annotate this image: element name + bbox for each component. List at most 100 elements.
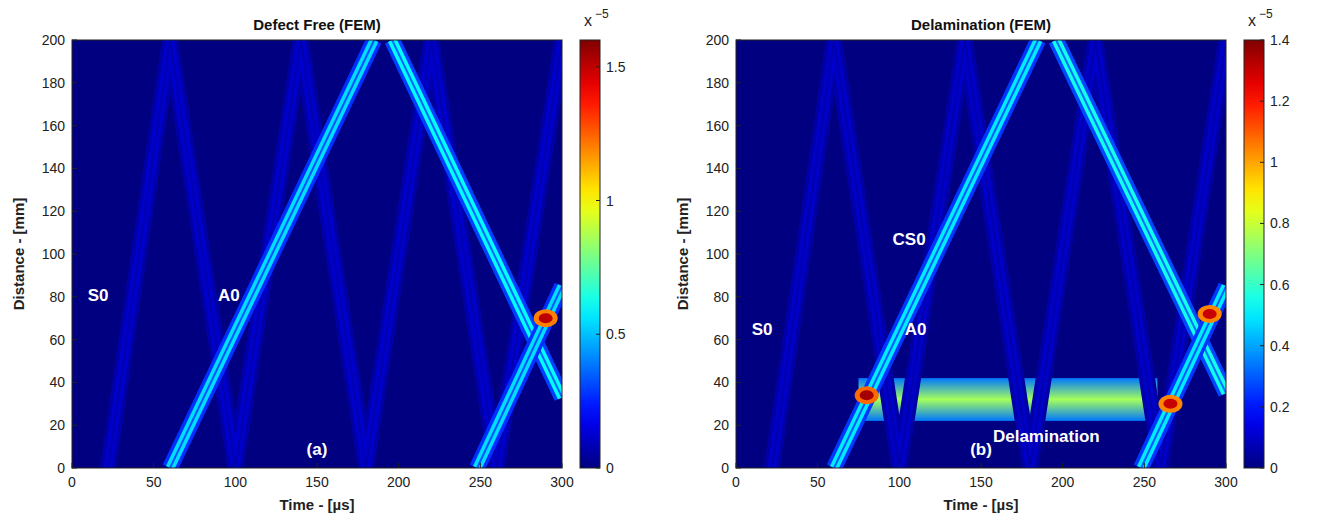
- y-tick-label: 20: [49, 417, 65, 433]
- y-tick-label: 140: [42, 160, 66, 176]
- annotation: A0: [905, 320, 927, 339]
- colorbar-tick-label: 1.4: [1270, 32, 1290, 48]
- x-tick-label: 150: [969, 474, 993, 490]
- colorbar-label: x: [1248, 12, 1256, 29]
- y-tick: [72, 425, 77, 426]
- x-tick-label: 0: [732, 474, 740, 490]
- colorbar-tick: [1260, 468, 1264, 469]
- colorbar-tick-label: 1: [1270, 154, 1278, 170]
- x-tick: [1226, 463, 1227, 468]
- colorbar-tick-label: 0: [606, 460, 614, 476]
- annotation: A0: [218, 286, 240, 305]
- annotation: CS0: [893, 230, 926, 249]
- colorbar-tick: [1260, 223, 1264, 224]
- annotation: (b): [970, 440, 992, 459]
- colorbar-tick-label: 1.5: [606, 59, 626, 75]
- y-tick-label: 0: [721, 460, 729, 476]
- x-tick: [562, 463, 563, 468]
- y-tick: [72, 339, 77, 340]
- wave-halo: [108, 40, 562, 468]
- colorbar-tick: [1260, 284, 1264, 285]
- x-tick-label: 0: [68, 474, 76, 490]
- y-tick: [72, 468, 77, 469]
- x-tick: [153, 463, 154, 468]
- colorbar-tick: [1260, 162, 1264, 163]
- x-tick: [1144, 463, 1145, 468]
- wave-ridge: [772, 40, 1226, 468]
- hot-spot-halo: [1158, 395, 1182, 413]
- y-tick-label: 40: [49, 374, 65, 390]
- y-tick: [72, 382, 77, 383]
- colorbar-label: x: [584, 12, 592, 29]
- colorbar-tick-label: 0.2: [1270, 399, 1290, 415]
- plot-background: [736, 40, 1226, 468]
- colorbar-tick-label: 0.4: [1270, 338, 1290, 354]
- wave-halo: [834, 40, 1038, 468]
- chart-title: Defect Free (FEM): [253, 16, 381, 33]
- wave-halo: [772, 40, 1226, 468]
- y-tick-label: 160: [42, 118, 66, 134]
- y-tick-label: 80: [713, 289, 729, 305]
- colorbar-exponent: −5: [595, 7, 609, 21]
- colorbar-tick-label: 0.6: [1270, 277, 1290, 293]
- colorbar-tick: [596, 468, 600, 469]
- annotation: (a): [307, 440, 328, 459]
- x-tick: [1062, 463, 1063, 468]
- x-tick: [899, 463, 900, 468]
- wave-fringe: [108, 40, 562, 468]
- wave-fringe: [170, 40, 374, 468]
- wave-fringe: [772, 40, 1226, 468]
- y-tick: [736, 425, 741, 426]
- y-tick: [736, 382, 741, 383]
- panel: 0501001502002503000204060801001201401601…: [10, 7, 626, 513]
- colorbar-tick: [596, 200, 600, 201]
- wave-ridge: [1141, 286, 1226, 468]
- x-tick: [817, 463, 818, 468]
- wave-halo: [477, 286, 562, 468]
- colorbar-tick: [596, 66, 600, 67]
- wave-fringe: [477, 286, 562, 468]
- panel: 0501001502002503000204060801001201401601…: [674, 7, 1290, 513]
- plot-frame: [72, 40, 562, 468]
- wave-halo: [170, 40, 374, 468]
- x-tick: [72, 463, 73, 468]
- hot-spot-halo: [1198, 305, 1222, 323]
- y-tick-label: 200: [42, 32, 66, 48]
- y-tick-label: 180: [706, 75, 730, 91]
- x-tick: [736, 463, 737, 468]
- wave-fringe: [834, 40, 1038, 468]
- data-layer: [772, 40, 1226, 468]
- annotation: S0: [88, 286, 109, 305]
- y-axis-title: Distance - [mm]: [674, 198, 691, 311]
- x-tick-label: 300: [1214, 474, 1238, 490]
- y-tick: [736, 296, 741, 297]
- hot-spot: [860, 390, 874, 400]
- hot-spot-halo: [534, 309, 558, 327]
- x-tick-label: 300: [550, 474, 574, 490]
- colorbar-exponent: −5: [1259, 7, 1273, 21]
- y-tick-label: 60: [49, 332, 65, 348]
- x-tick-label: 250: [1133, 474, 1157, 490]
- y-tick: [72, 40, 77, 41]
- wave-halo: [1141, 286, 1226, 468]
- y-tick: [736, 125, 741, 126]
- x-tick-label: 100: [888, 474, 912, 490]
- y-tick-label: 120: [42, 203, 66, 219]
- colorbar-tick-label: 1: [606, 193, 614, 209]
- y-tick-label: 40: [713, 374, 729, 390]
- y-tick: [736, 168, 741, 169]
- x-tick: [398, 463, 399, 468]
- plot-background: [72, 40, 562, 468]
- y-tick: [736, 40, 741, 41]
- hot-spot: [1203, 309, 1217, 319]
- x-tick-label: 150: [305, 474, 329, 490]
- wave-ridge: [170, 40, 374, 468]
- x-axis-title: Time - [µs]: [279, 496, 354, 513]
- colorbar-tick-label: 0.8: [1270, 215, 1290, 231]
- colorbar-tick: [1260, 101, 1264, 102]
- x-tick: [317, 463, 318, 468]
- colorbar-tick-label: 0.5: [606, 326, 626, 342]
- x-tick-label: 100: [224, 474, 248, 490]
- colorbar-tick: [1260, 40, 1264, 41]
- y-tick-label: 140: [706, 160, 730, 176]
